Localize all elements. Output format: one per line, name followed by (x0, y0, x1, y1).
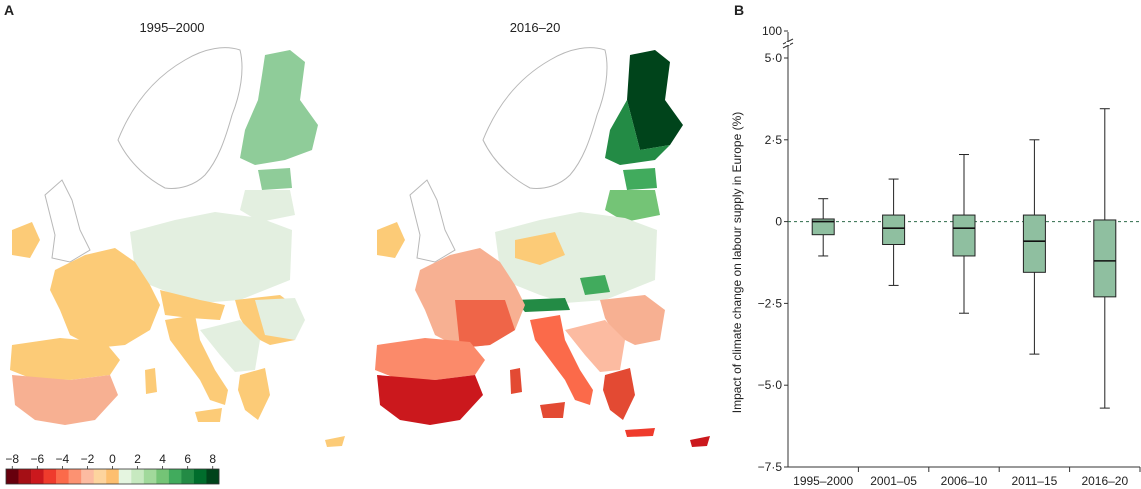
y-tick-label: 0 (775, 215, 782, 229)
region-finland-north (627, 50, 683, 150)
legend-swatch (168, 469, 182, 484)
legend-tick-label: 0 (109, 452, 116, 466)
y-tick-label: −5·0 (758, 378, 783, 392)
region-central-europe (130, 212, 292, 303)
region-baltic-2 (605, 190, 660, 222)
legend-swatch (56, 469, 69, 484)
legend-swatch (93, 469, 107, 484)
legend-swatch (118, 469, 132, 484)
region-sardinia (510, 368, 522, 394)
region-spain-south (12, 375, 118, 425)
box-iqr (1093, 219, 1117, 298)
x-tick-label: 2011–15 (1011, 474, 1057, 488)
uk-outline (44, 179, 91, 263)
legend-swatch (43, 469, 57, 484)
uk-outline (409, 179, 456, 263)
region-france (50, 248, 160, 348)
legend-tick-label: −6 (30, 452, 44, 466)
legend-swatch (131, 469, 145, 484)
scandinavia-outline-2 (482, 47, 608, 189)
region-spain-south (377, 375, 483, 425)
map-2016-20 (375, 47, 710, 447)
legend-swatch (18, 469, 32, 484)
region-sardinia (145, 368, 157, 394)
x-tick-label: 2006–10 (941, 474, 988, 488)
y-tick-label: −7·5 (758, 460, 783, 474)
legend-swatch (143, 469, 157, 484)
region-ireland (377, 222, 405, 258)
legend-tick-label: −4 (56, 452, 70, 466)
box-iqr (811, 218, 835, 236)
region-baltic-2 (240, 190, 295, 222)
region-greece (238, 368, 270, 420)
region-italy (165, 315, 228, 405)
legend-swatch (81, 469, 95, 484)
region-hungary (580, 275, 610, 295)
legend-swatch (156, 469, 170, 484)
y-break-label: 100 (762, 24, 782, 38)
region-finland (240, 50, 318, 165)
y-tick-label: −2·5 (758, 296, 783, 310)
region-balkans (565, 320, 625, 372)
region-balkans (200, 320, 260, 372)
legend-tick-label: 2 (134, 452, 141, 466)
boxplot-chart: 100 5·0 2·5 0 −2·5 −5·0 −7·5 Impact of climate … (730, 24, 1141, 488)
box-iqr (1022, 214, 1046, 273)
y-axis-label: Impact of climate change on labour suppl… (730, 112, 744, 414)
box-iqr (952, 214, 976, 257)
legend-tick-label: 8 (209, 452, 216, 466)
legend-tick-label: −8 (5, 452, 19, 466)
x-tick-label: 2001–05 (870, 474, 917, 488)
legend-swatch (6, 469, 19, 484)
legend-swatch (106, 469, 120, 484)
region-cyprus (690, 436, 710, 447)
y-tick-label: 5·0 (765, 51, 783, 65)
region-central-europe (495, 212, 657, 303)
region-sicily (195, 408, 222, 422)
legend-swatch (181, 469, 195, 484)
legend-tick-label: 4 (159, 452, 166, 466)
region-romania (255, 298, 305, 340)
legend-swatch (68, 469, 82, 484)
legend-swatch (206, 469, 220, 484)
color-legend: −8 −6 −4 −2 0 2 4 6 8 (5, 452, 220, 485)
axis-break-mark (782, 38, 794, 45)
x-tick-label: 2016–20 (1081, 474, 1128, 488)
region-france-south (455, 300, 515, 348)
box-iqr (882, 214, 906, 246)
region-finland-south (605, 100, 670, 165)
legend-tick-label: 6 (184, 452, 191, 466)
region-spain-north (375, 338, 485, 380)
region-germany-south (160, 290, 225, 320)
x-tick-label: 1995–2000 (793, 474, 853, 488)
region-italy (530, 315, 593, 405)
panel-a-letter: A (4, 2, 15, 18)
region-spain-north (10, 338, 120, 380)
region-greece (603, 368, 635, 420)
map-1995-2000 (10, 47, 345, 447)
scandinavia-outline (117, 47, 243, 189)
legend-swatch (31, 469, 44, 484)
region-baltic (258, 168, 292, 190)
region-alps-green (515, 298, 570, 312)
map-title-left: 1995–2000 (139, 20, 205, 35)
region-sicily (540, 402, 565, 418)
map-title-right: 2016–20 (509, 20, 561, 35)
region-crete (625, 428, 655, 437)
region-poland-south (515, 232, 565, 265)
axis-break-mark (782, 42, 794, 49)
region-ireland (12, 222, 40, 258)
region-cyprus (325, 436, 345, 447)
region-baltic (623, 168, 657, 190)
legend-swatch (193, 469, 207, 484)
axis-break-gap (786, 42, 790, 45)
legend-tick-label: −2 (81, 452, 95, 466)
panel-b-letter: B (734, 2, 745, 18)
y-tick-label: 2·5 (765, 133, 783, 147)
